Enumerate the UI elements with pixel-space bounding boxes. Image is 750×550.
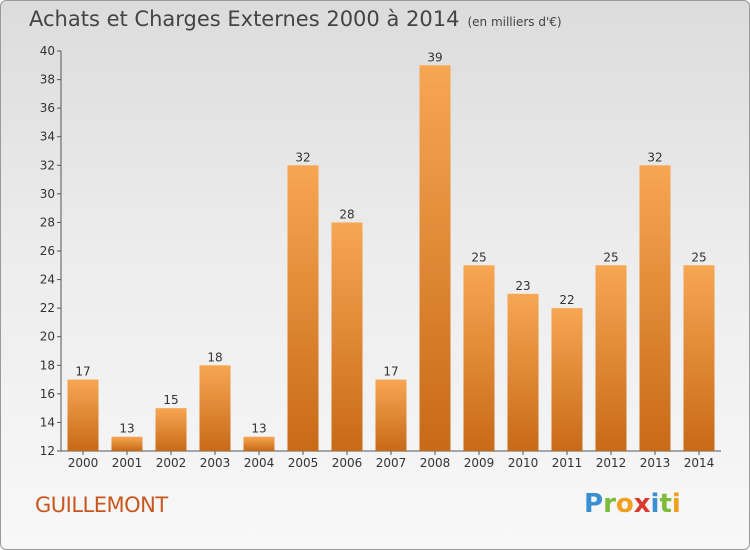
bar-2006 (331, 222, 363, 451)
data-label: 18 (207, 350, 222, 364)
x-tick-label: 2012 (596, 456, 627, 470)
logo-letter-x: x (633, 489, 651, 519)
data-label: 17 (75, 365, 90, 379)
x-tick-label: 2005 (288, 456, 319, 470)
axes: 12 14 16 18 20 22 24 26 28 30 32 34 36 38 40 2000 2001 20… (40, 44, 721, 470)
bar-2001 (111, 436, 143, 451)
y-tick-label: 40 (40, 44, 55, 58)
x-tick-label: 2014 (684, 456, 715, 470)
data-label: 25 (471, 250, 486, 264)
commune-name: GUILLEMONT (35, 493, 168, 517)
data-label: 28 (339, 207, 354, 221)
x-tick-label: 2007 (376, 456, 407, 470)
bar-2014 (683, 265, 715, 451)
logo-letter-p: P (584, 489, 604, 519)
y-tick-label: 20 (40, 330, 55, 344)
y-tick-label: 18 (40, 358, 55, 372)
logo-letter-o: o (615, 489, 634, 519)
y-tick-label: 36 (40, 101, 55, 115)
x-tick-label: 2006 (332, 456, 363, 470)
x-tick-label: 2008 (420, 456, 451, 470)
y-tick-label: 24 (40, 273, 55, 287)
logo-letter-r: r (603, 489, 616, 519)
chart-title: Achats et Charges Externes 2000 à 2014 (e… (29, 7, 562, 31)
x-tick-label: 2001 (112, 456, 143, 470)
bar-2000 (67, 379, 99, 451)
bar-2008 (419, 65, 451, 452)
proxiti-logo[interactable]: Proxiti (584, 489, 681, 519)
y-tick-label: 14 (40, 415, 55, 429)
y-tick-label: 12 (40, 444, 55, 458)
y-tick-label: 32 (40, 158, 55, 172)
y-tick-label: 22 (40, 301, 55, 315)
data-label: 17 (383, 365, 398, 379)
bar-2002 (155, 408, 187, 451)
x-tick-label: 2013 (640, 456, 671, 470)
logo-letter-t: t (659, 489, 672, 519)
bar-2005 (287, 165, 319, 452)
y-tick-label: 26 (40, 244, 55, 258)
logo-letter-i2: i (671, 489, 681, 519)
data-label: 13 (251, 422, 266, 436)
data-label: 13 (119, 422, 134, 436)
chart-title-text: Achats et Charges Externes 2000 à 2014 (29, 7, 460, 31)
data-label: 23 (515, 279, 530, 293)
x-tick-label: 2003 (200, 456, 231, 470)
x-tick-label: 2000 (68, 456, 99, 470)
y-tick-label: 34 (40, 130, 55, 144)
bar-2013 (639, 165, 671, 452)
bar-2004 (243, 436, 275, 451)
data-label: 22 (559, 293, 574, 307)
bar-2011 (551, 308, 583, 451)
data-label: 15 (163, 393, 178, 407)
bar-2009 (463, 265, 495, 451)
bar-2003 (199, 365, 231, 451)
data-label: 39 (427, 50, 442, 64)
y-tick-label: 30 (40, 187, 55, 201)
chart-subtitle: (en milliers d'€) (467, 15, 562, 29)
x-tick-label: 2004 (244, 456, 275, 470)
x-tick-label: 2011 (552, 456, 583, 470)
data-label: 25 (603, 250, 618, 264)
y-tick-label: 38 (40, 73, 55, 87)
bar-2012 (595, 265, 627, 451)
x-tick-label: 2009 (464, 456, 495, 470)
logo-letter-i: i (650, 489, 660, 519)
data-label: 25 (691, 250, 706, 264)
y-tick-label: 28 (40, 215, 55, 229)
bars (67, 65, 715, 452)
bar-2010 (507, 293, 539, 451)
bar-2007 (375, 379, 407, 451)
y-tick-label: 16 (40, 387, 55, 401)
data-label: 32 (295, 150, 310, 164)
data-labels: 17 13 15 18 13 32 28 17 39 25 23 22 25 32 25 (75, 50, 706, 435)
data-label: 32 (647, 150, 662, 164)
x-tick-label: 2002 (156, 456, 187, 470)
x-tick-label: 2010 (508, 456, 539, 470)
